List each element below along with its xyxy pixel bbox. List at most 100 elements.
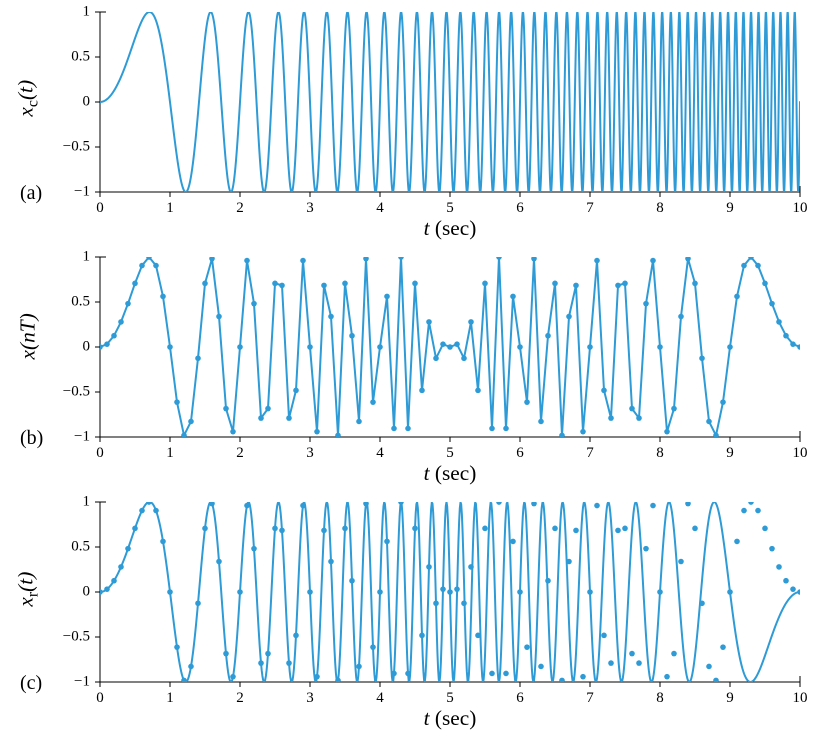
sample-marker (384, 294, 390, 300)
sample-marker (706, 419, 712, 425)
sample-marker (146, 254, 152, 260)
sample-marker (405, 671, 411, 677)
sample-marker (510, 294, 516, 300)
sample-marker (447, 344, 453, 350)
sample-marker (160, 539, 166, 545)
sample-marker (566, 559, 572, 565)
sample-marker (286, 660, 292, 666)
sample-marker (685, 256, 691, 262)
sample-marker (552, 281, 558, 287)
svg-text:6: 6 (516, 445, 524, 461)
sample-marker (587, 344, 593, 350)
svg-text:−1: −1 (74, 428, 90, 444)
sample-marker (202, 526, 208, 532)
sample-marker (356, 664, 362, 670)
svg-text:2: 2 (236, 200, 244, 216)
sample-marker (279, 283, 285, 289)
sample-marker (790, 341, 796, 347)
sample-marker (216, 314, 222, 320)
sample-marker (146, 499, 152, 505)
sample-marker (419, 388, 425, 394)
plot-2: −1−0.500.51012345678910 (0, 0, 833, 712)
xlabel-2: t (sec) (100, 706, 800, 731)
sample-marker (195, 355, 201, 361)
svg-text:2: 2 (236, 445, 244, 461)
svg-text:1: 1 (83, 3, 91, 19)
sample-marker (454, 586, 460, 592)
svg-text:3: 3 (306, 200, 314, 216)
sample-marker (293, 633, 299, 639)
sample-marker (461, 355, 467, 361)
sample-marker (223, 406, 229, 412)
sample-marker (167, 589, 173, 595)
svg-text:0: 0 (83, 93, 91, 109)
subplot-tag-1: (b) (20, 427, 43, 450)
sample-marker (356, 419, 362, 425)
sample-marker (573, 283, 579, 289)
sample-marker (559, 678, 565, 684)
sample-marker (776, 564, 782, 570)
svg-text:−0.5: −0.5 (63, 383, 90, 399)
sample-marker (692, 281, 698, 287)
sample-marker (433, 600, 439, 606)
sample-marker (258, 415, 264, 421)
sample-marker (650, 258, 656, 264)
sample-marker (426, 319, 432, 325)
sample-marker (503, 426, 509, 432)
svg-text:−1: −1 (74, 673, 90, 689)
sample-marker (664, 674, 670, 680)
sample-marker (412, 281, 418, 287)
sample-marker (153, 263, 159, 269)
svg-text:10: 10 (793, 445, 808, 461)
sample-marker (125, 546, 131, 552)
sample-marker (426, 564, 432, 570)
sample-marker (643, 546, 649, 552)
svg-text:−0.5: −0.5 (63, 628, 90, 644)
sample-marker (412, 526, 418, 532)
svg-text:0: 0 (83, 338, 91, 354)
sample-marker (251, 301, 257, 307)
sample-marker (258, 660, 264, 666)
svg-text:1: 1 (83, 248, 91, 264)
sample-marker (118, 564, 124, 570)
sample-marker (769, 301, 775, 307)
sample-marker (692, 526, 698, 532)
svg-text:0: 0 (96, 200, 104, 216)
svg-text:−1: −1 (74, 183, 90, 199)
sample-marker (531, 501, 537, 507)
svg-text:6: 6 (516, 200, 524, 216)
svg-text:9: 9 (726, 445, 734, 461)
sample-marker (510, 539, 516, 545)
sample-marker (468, 319, 474, 325)
sample-marker (104, 341, 110, 347)
sample-marker (650, 503, 656, 509)
sample-marker (251, 546, 257, 552)
sample-marker (741, 508, 747, 514)
sample-marker (657, 589, 663, 595)
svg-text:7: 7 (586, 445, 594, 461)
svg-text:0: 0 (83, 583, 91, 599)
sample-marker (398, 254, 404, 260)
sample-marker (181, 678, 187, 684)
svg-text:4: 4 (376, 200, 384, 216)
panel-a: −1−0.500.51012345678910 (0, 0, 833, 734)
sample-marker (601, 633, 607, 639)
svg-text:5: 5 (446, 200, 454, 216)
sample-marker (97, 344, 103, 350)
sample-marker (762, 281, 768, 287)
sample-marker (153, 508, 159, 514)
sample-marker (97, 589, 103, 595)
sample-marker (608, 415, 614, 421)
sample-marker (678, 314, 684, 320)
sample-marker (307, 344, 313, 350)
svg-text:4: 4 (376, 445, 384, 461)
sample-marker (167, 344, 173, 350)
signal-line (100, 502, 800, 682)
sample-marker (216, 559, 222, 565)
sample-marker (496, 499, 502, 505)
sample-marker (328, 559, 334, 565)
sample-marker (783, 333, 789, 339)
sample-marker (335, 433, 341, 439)
subplot-tag-0: (a) (20, 182, 42, 205)
signal-line (100, 257, 800, 435)
